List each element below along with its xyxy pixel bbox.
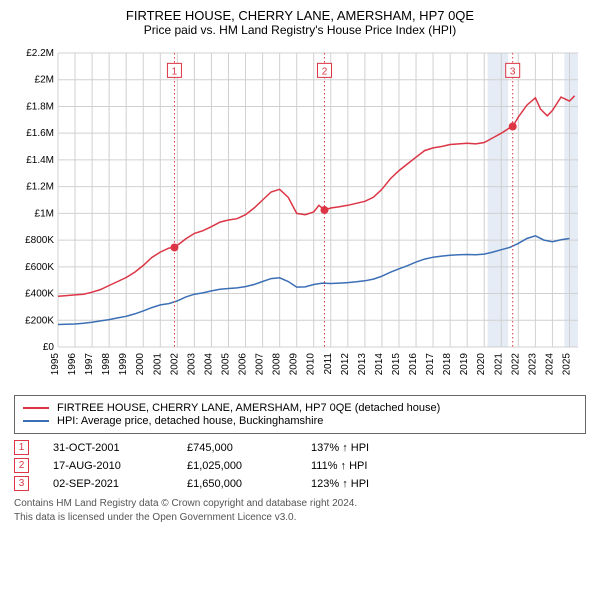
- sale-hpi: 123% ↑ HPI: [311, 478, 411, 490]
- legend-row: HPI: Average price, detached house, Buck…: [23, 415, 577, 427]
- svg-text:1997: 1997: [84, 353, 95, 376]
- svg-text:2016: 2016: [408, 353, 419, 376]
- sale-badge: 1: [14, 440, 29, 455]
- svg-text:2017: 2017: [425, 353, 436, 376]
- chart-subtitle: Price paid vs. HM Land Registry's House …: [10, 23, 590, 37]
- svg-text:2020: 2020: [476, 353, 487, 376]
- svg-text:2024: 2024: [544, 353, 555, 376]
- svg-text:1999: 1999: [118, 353, 129, 376]
- chart-svg: £0 £200K £400K £600K £800K £1M £1.2M £1.4M £1.6M…: [10, 47, 590, 387]
- svg-text:1: 1: [172, 66, 178, 77]
- svg-text:£200K: £200K: [25, 315, 54, 326]
- svg-text:2021: 2021: [493, 353, 504, 376]
- legend-label: FIRTREE HOUSE, CHERRY LANE, AMERSHAM, HP…: [57, 402, 440, 414]
- svg-text:2014: 2014: [374, 353, 385, 376]
- sale-price: £745,000: [187, 442, 287, 454]
- sale-price: £1,650,000: [187, 478, 287, 490]
- svg-text:2019: 2019: [459, 353, 470, 376]
- legend-row: FIRTREE HOUSE, CHERRY LANE, AMERSHAM, HP…: [23, 402, 577, 414]
- svg-text:2009: 2009: [289, 353, 300, 376]
- svg-text:2004: 2004: [203, 353, 214, 376]
- svg-text:2018: 2018: [442, 353, 453, 376]
- svg-text:1995: 1995: [50, 353, 61, 376]
- svg-text:£2.2M: £2.2M: [26, 48, 54, 59]
- svg-text:£800K: £800K: [25, 235, 54, 246]
- sale-row: 1 31-OCT-2001 £745,000 137% ↑ HPI: [14, 440, 586, 455]
- svg-text:3: 3: [510, 66, 516, 77]
- sale-badge: 2: [14, 458, 29, 473]
- sale-date: 02-SEP-2021: [53, 478, 163, 490]
- svg-text:1996: 1996: [67, 353, 78, 376]
- svg-text:£400K: £400K: [25, 289, 54, 300]
- svg-text:2006: 2006: [238, 353, 249, 376]
- sale-hpi: 137% ↑ HPI: [311, 442, 411, 454]
- sale-hpi: 111% ↑ HPI: [311, 460, 411, 472]
- legend-swatch: [23, 420, 49, 422]
- chart-plot-area: £0 £200K £400K £600K £800K £1M £1.2M £1.4M £1.6M…: [10, 47, 590, 387]
- credits-line-1: Contains HM Land Registry data © Crown c…: [14, 497, 586, 511]
- chart-title: FIRTREE HOUSE, CHERRY LANE, AMERSHAM, HP…: [10, 8, 590, 23]
- svg-text:2008: 2008: [272, 353, 283, 376]
- svg-text:2001: 2001: [152, 353, 163, 376]
- credits: Contains HM Land Registry data © Crown c…: [14, 497, 586, 525]
- svg-text:£0: £0: [43, 342, 55, 353]
- credits-line-2: This data is licensed under the Open Gov…: [14, 511, 586, 525]
- svg-text:£1.2M: £1.2M: [26, 182, 54, 193]
- sales-table: 1 31-OCT-2001 £745,000 137% ↑ HPI 2 17-AUG-20…: [14, 440, 586, 491]
- legend-swatch: [23, 407, 49, 409]
- svg-text:2010: 2010: [306, 353, 317, 376]
- svg-text:2012: 2012: [340, 353, 351, 376]
- svg-text:2000: 2000: [135, 353, 146, 376]
- svg-text:£600K: £600K: [25, 262, 54, 273]
- legend-label: HPI: Average price, detached house, Buck…: [57, 415, 323, 427]
- svg-text:£1.6M: £1.6M: [26, 128, 54, 139]
- sale-row: 3 02-SEP-2021 £1,650,000 123% ↑ HPI: [14, 476, 586, 491]
- svg-text:2005: 2005: [220, 353, 231, 376]
- svg-text:2015: 2015: [391, 353, 402, 376]
- svg-text:2022: 2022: [510, 353, 521, 376]
- svg-text:£1M: £1M: [35, 208, 54, 219]
- svg-text:2011: 2011: [323, 353, 334, 375]
- sale-badge: 3: [14, 476, 29, 491]
- sale-price: £1,025,000: [187, 460, 287, 472]
- svg-text:2002: 2002: [169, 353, 180, 376]
- svg-text:2007: 2007: [255, 353, 266, 376]
- svg-text:£1.4M: £1.4M: [26, 155, 54, 166]
- svg-text:2: 2: [322, 66, 328, 77]
- chart-container: FIRTREE HOUSE, CHERRY LANE, AMERSHAM, HP…: [0, 0, 600, 533]
- svg-text:£2M: £2M: [35, 75, 54, 86]
- svg-text:2025: 2025: [561, 353, 572, 376]
- svg-text:2013: 2013: [357, 353, 368, 376]
- legend-box: FIRTREE HOUSE, CHERRY LANE, AMERSHAM, HP…: [14, 395, 586, 434]
- svg-text:1998: 1998: [101, 353, 112, 376]
- svg-text:£1.8M: £1.8M: [26, 101, 54, 112]
- sale-date: 17-AUG-2010: [53, 460, 163, 472]
- svg-text:2023: 2023: [527, 353, 538, 376]
- sale-row: 2 17-AUG-2010 £1,025,000 111% ↑ HPI: [14, 458, 586, 473]
- svg-text:2003: 2003: [186, 353, 197, 376]
- sale-date: 31-OCT-2001: [53, 442, 163, 454]
